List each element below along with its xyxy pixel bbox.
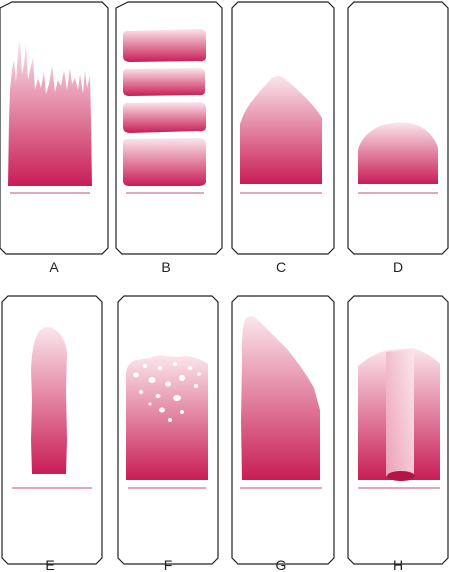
panel-label: D [393, 259, 403, 275]
panel-f: F [117, 295, 219, 572]
frayed-sample [8, 40, 92, 186]
tube-outline [347, 1, 449, 255]
peaked-sample [240, 76, 322, 184]
sample-layer [123, 29, 207, 62]
dome-sample [358, 122, 438, 184]
panel-label: F [164, 557, 173, 572]
panel-label: E [45, 557, 54, 572]
sample-layer [123, 102, 206, 133]
panel-label: B [161, 259, 170, 275]
narrow-column-sample [31, 327, 67, 474]
panel-e: E [1, 295, 103, 572]
panel-d: D [347, 1, 449, 275]
panel-label: G [276, 557, 287, 572]
panel-label: A [49, 259, 59, 275]
bubbled-sample [126, 355, 208, 480]
tube-outline [231, 295, 335, 565]
tube-outline [347, 295, 449, 565]
panel-b: B [115, 1, 223, 275]
tube-outline [1, 295, 103, 565]
slanted-sample [241, 316, 320, 480]
panel-label: C [276, 259, 286, 275]
panel-c: C [231, 1, 335, 275]
tube-outline [117, 295, 219, 565]
sample-layer [123, 138, 206, 186]
panel-label: H [393, 557, 403, 572]
panel-h: H [347, 295, 449, 572]
tube-outline [0, 1, 109, 255]
panel-a: A [0, 1, 109, 275]
bubbles [133, 362, 201, 422]
sample-layer [123, 68, 206, 96]
tube-outline [231, 1, 335, 255]
panel-g: G [231, 295, 335, 572]
tube-outline [115, 1, 223, 255]
channel-deposit [387, 471, 415, 481]
channel [386, 350, 414, 476]
